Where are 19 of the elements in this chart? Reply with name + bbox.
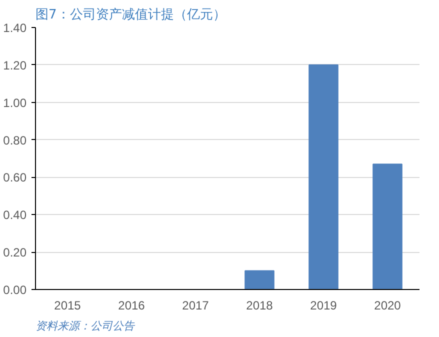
x-tick-label: 2015 — [54, 298, 82, 312]
y-tick-label: 1.00 — [3, 96, 27, 110]
y-tick-label: 0.60 — [3, 170, 27, 185]
chart-title: 图7：公司资产减值计提（亿元） — [36, 8, 226, 22]
y-tick-label: 0.20 — [3, 246, 27, 260]
y-tick-label: 0.00 — [3, 283, 27, 297]
x-tick-label: 2017 — [182, 298, 210, 312]
x-tick-label: 2016 — [118, 298, 146, 312]
bar — [244, 270, 274, 290]
bar — [308, 64, 338, 290]
x-tick-label: 2020 — [374, 298, 402, 312]
text: 资料来源：公司公告 — [36, 320, 136, 332]
bar — [372, 164, 402, 290]
y-tick-label: 1.20 — [3, 58, 27, 72]
x-tick-label: 2018 — [246, 298, 274, 312]
x-tick-label: 2019 — [310, 298, 338, 312]
y-tick-label: 0.80 — [3, 133, 27, 148]
y-tick-label: 1.40 — [3, 21, 27, 35]
y-tick-label: 0.40 — [3, 208, 27, 222]
